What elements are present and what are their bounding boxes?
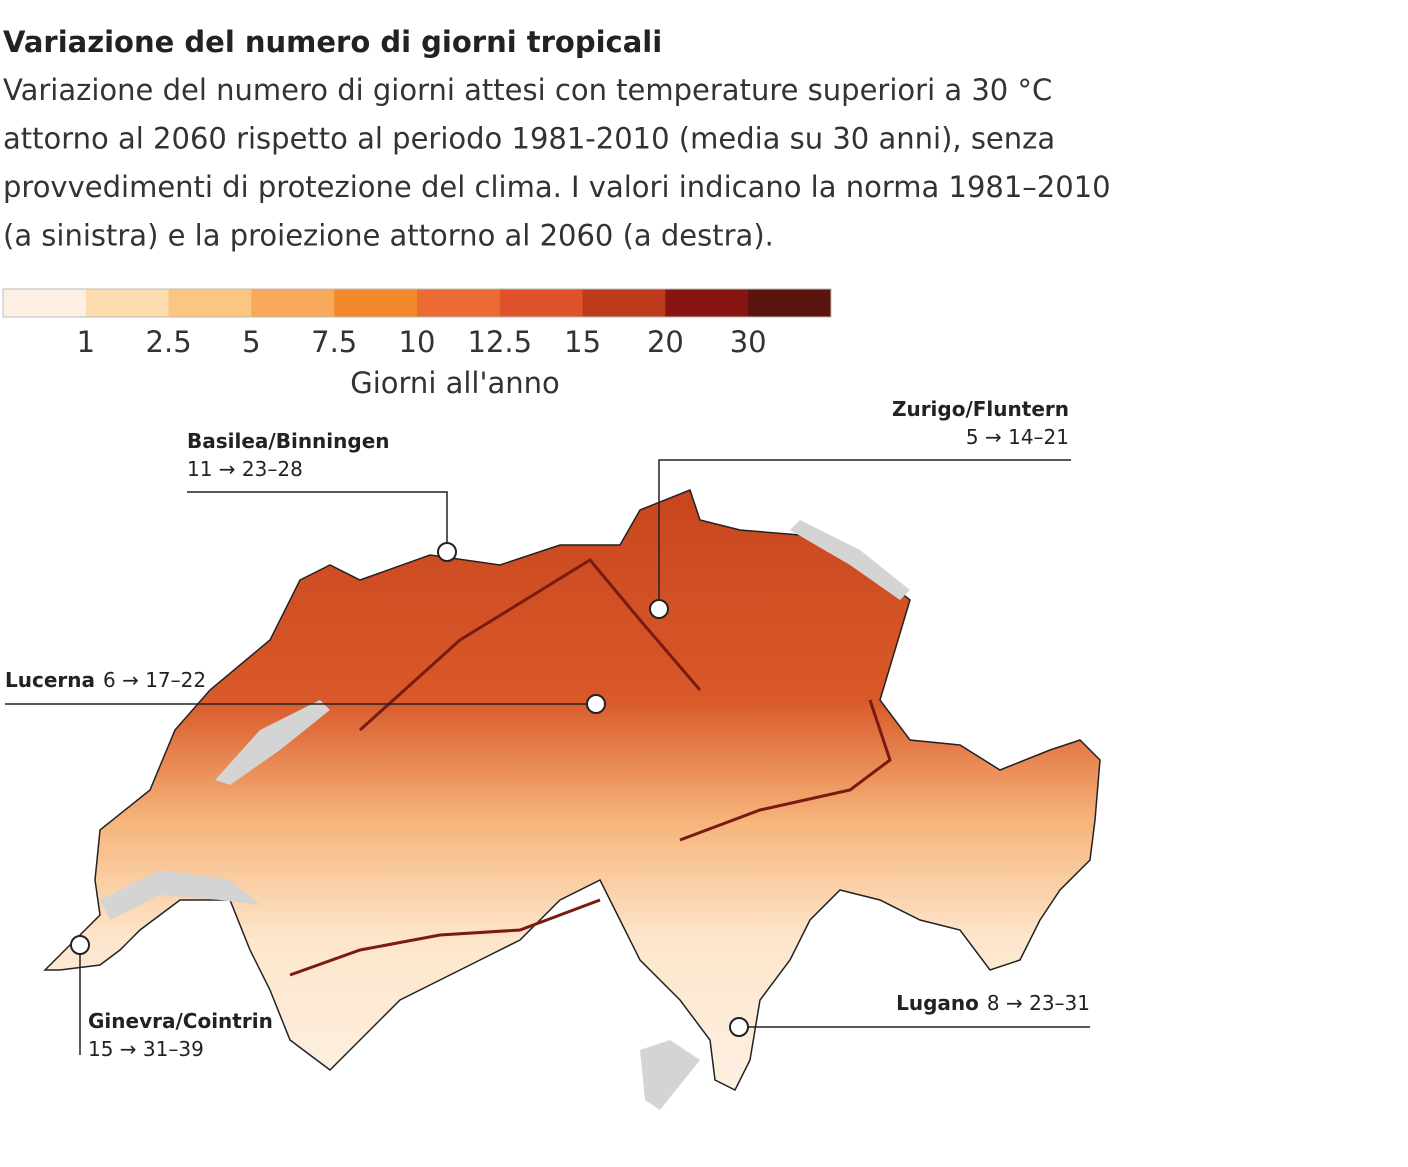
subtitle-line: (a sinistra) e la proiezione attorno al … (3, 219, 774, 253)
subtitle-line: attorno al 2060 rispetto al periodo 1981… (3, 122, 1055, 156)
legend-swatch (251, 289, 335, 317)
station-marker (729, 1017, 749, 1037)
legend-tick-label: 12.5 (468, 325, 533, 359)
lake (215, 700, 330, 785)
legend-swatch (582, 289, 666, 317)
station-marker (586, 694, 606, 714)
station-values: 11 → 23–28 (187, 457, 303, 481)
legend-tick-label: 5 (242, 325, 260, 359)
legend-swatch (334, 289, 418, 317)
legend-tick-label: 1 (77, 325, 95, 359)
legend-label: Giorni all'anno (350, 366, 559, 400)
station-label: Lucerna 6 → 17–22 (5, 668, 206, 692)
legend-tick-label: 15 (564, 325, 601, 359)
leader-line (187, 491, 448, 552)
title: Variazione del numero di giorni tropical… (3, 25, 662, 59)
station-marker (70, 935, 90, 955)
lake (100, 870, 260, 920)
legend-tick-label: 7.5 (311, 325, 357, 359)
legend-swatch (3, 289, 87, 317)
legend-tick-label: 10 (399, 325, 436, 359)
station-values: 6 → 17–22 (103, 668, 206, 692)
station-name: Lucerna (5, 668, 95, 692)
river (289, 558, 892, 977)
legend-swatch (665, 289, 749, 317)
subtitle-line: Variazione del numero di giorni attesi c… (3, 73, 1052, 107)
station-label: Lugano 8 → 23–31 (896, 991, 1090, 1015)
legend-frame (2, 288, 832, 318)
stations: Basilea/Binningen 11 → 23–28 Zurigo/Flunte… (5, 397, 1090, 1061)
station-marker (649, 599, 669, 619)
station-name: Zurigo/Fluntern (892, 397, 1069, 421)
station-values: 8 → 23–31 (987, 991, 1090, 1015)
legend-swatch (748, 289, 832, 317)
legend-swatch (85, 289, 170, 317)
country-shape (43, 489, 1101, 1092)
legend-tick-label: 30 (730, 325, 767, 359)
leader-line (658, 459, 1071, 609)
map (43, 489, 1101, 1110)
station-name: Basilea/Binningen (187, 429, 390, 453)
lake (640, 1040, 700, 1110)
lake (790, 520, 910, 600)
station-values: 15 → 31–39 (88, 1037, 204, 1061)
legend-tick-label: 20 (647, 325, 684, 359)
subtitle-line: provvedimenti di protezione del clima. I… (3, 170, 1111, 204)
station-values: 5 → 14–21 (966, 425, 1069, 449)
legend-swatch (168, 289, 252, 317)
subtitle: Variazione del numero di giorni attesi c… (3, 73, 1111, 253)
legend-swatch (417, 289, 501, 317)
station-name: Ginevra/Cointrin (88, 1009, 273, 1033)
station-marker (437, 542, 457, 562)
legend-tick-label: 2.5 (146, 325, 192, 359)
legend-swatch (499, 289, 584, 317)
station-name: Lugano (896, 991, 979, 1015)
